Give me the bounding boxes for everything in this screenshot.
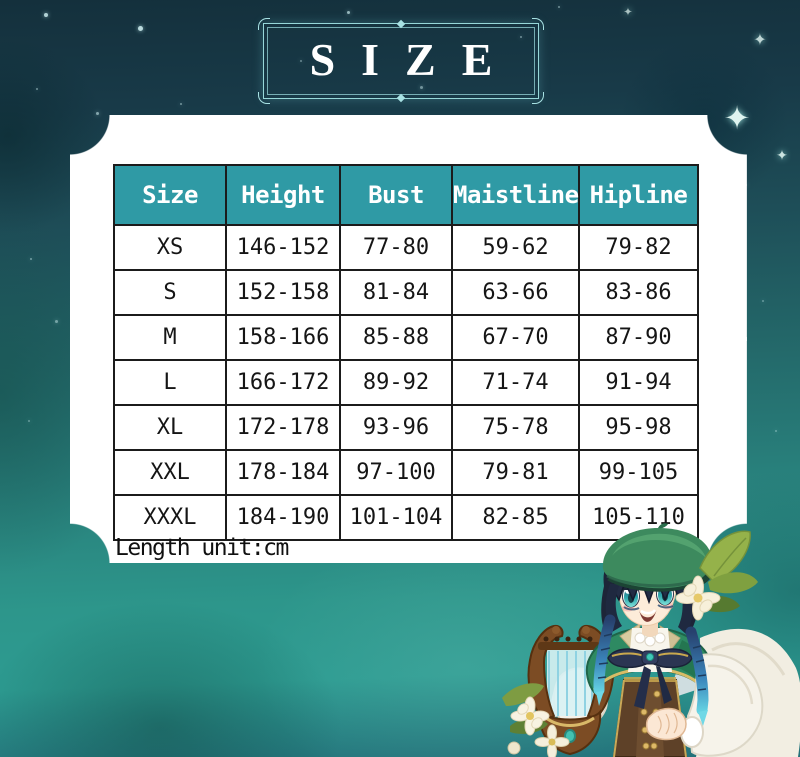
row-size-label: XS <box>113 224 227 271</box>
star-dot <box>558 6 560 8</box>
table-row: M 158-166 85-88 67-70 87-90 <box>113 314 699 361</box>
size-cell: 75-78 <box>451 404 580 451</box>
size-cell: 67-70 <box>451 314 580 361</box>
table-row: XL 172-178 93-96 75-78 95-98 <box>113 404 699 451</box>
size-chart-table: Size Height Bust Maistline Hipline XS 14… <box>113 164 699 541</box>
character-illustration <box>502 523 800 757</box>
size-cell: 97-100 <box>339 449 453 496</box>
character-bow <box>607 648 693 709</box>
size-cell: 146-152 <box>225 224 341 271</box>
length-unit-note: Length unit:cm <box>115 535 289 561</box>
sparkle-icon: ✦ <box>623 5 633 19</box>
size-cell: 95-98 <box>578 404 699 451</box>
row-size-label: L <box>113 359 227 406</box>
star-dot <box>347 11 350 14</box>
table-row: L 166-172 89-92 71-74 91-94 <box>113 359 699 406</box>
star-dot <box>420 86 423 89</box>
table-row: XXXL 184-190 101-104 82-85 105-110 <box>113 494 699 541</box>
column-header-bust: Bust <box>339 164 453 226</box>
size-cell: 63-66 <box>451 269 580 316</box>
size-cell: 87-90 <box>578 314 699 361</box>
size-cell: 99-105 <box>578 449 699 496</box>
character-hat-flower <box>675 530 758 621</box>
row-size-label: M <box>113 314 227 361</box>
size-cell: 158-166 <box>225 314 341 361</box>
frame-corner-flourish <box>258 18 270 30</box>
size-cell: 89-92 <box>339 359 453 406</box>
size-cell: 172-178 <box>225 404 341 451</box>
column-header-waistline: Maistline <box>451 164 580 226</box>
size-cell: 184-190 <box>225 494 341 541</box>
character-braids <box>593 614 709 726</box>
column-header-height: Height <box>225 164 341 226</box>
size-cell: 101-104 <box>339 494 453 541</box>
star-dot <box>36 88 38 90</box>
star-dot <box>44 13 48 17</box>
sparkle-icon: ✦ <box>753 30 767 49</box>
row-size-label: S <box>113 269 227 316</box>
star-dot <box>180 103 182 105</box>
star-dot <box>96 112 99 115</box>
size-cell: 79-82 <box>578 224 699 271</box>
star-dot <box>762 300 764 302</box>
star-dot <box>138 26 143 31</box>
star-dot <box>520 36 522 38</box>
size-cell: 79-81 <box>451 449 580 496</box>
table-row: XXL 178-184 97-100 79-81 99-105 <box>113 449 699 496</box>
star-dot <box>775 430 777 432</box>
star-dot <box>55 320 58 323</box>
size-cell: 152-158 <box>225 269 341 316</box>
table-header-row: Size Height Bust Maistline Hipline <box>113 164 699 226</box>
size-chart-card: Size Height Bust Maistline Hipline XS 14… <box>70 115 747 563</box>
column-header-size: Size <box>113 164 227 226</box>
size-cell: 85-88 <box>339 314 453 361</box>
star-dot <box>30 258 32 260</box>
page-title: SIZE <box>309 34 519 85</box>
row-size-label: XL <box>113 404 227 451</box>
size-cell: 83-86 <box>578 269 699 316</box>
size-cell: 93-96 <box>339 404 453 451</box>
size-cell: 77-80 <box>339 224 453 271</box>
row-size-label: XXXL <box>113 494 227 541</box>
character-bottom-flowers <box>502 683 570 757</box>
star-dot <box>28 420 30 422</box>
row-size-label: XXL <box>113 449 227 496</box>
size-cell: 71-74 <box>451 359 580 406</box>
star-dot <box>300 60 302 62</box>
size-title-frame: SIZE <box>258 18 544 104</box>
size-cell: 82-85 <box>451 494 580 541</box>
table-row: S 152-158 81-84 63-66 83-86 <box>113 269 699 316</box>
character-lyre <box>527 624 615 756</box>
size-cell: 178-184 <box>225 449 341 496</box>
table-row: XS 146-152 77-80 59-62 79-82 <box>113 224 699 271</box>
size-cell: 59-62 <box>451 224 580 271</box>
size-cell: 81-84 <box>339 269 453 316</box>
sparkle-icon: ✦ <box>776 148 788 164</box>
size-cell: 91-94 <box>578 359 699 406</box>
size-cell: 166-172 <box>225 359 341 406</box>
column-header-hipline: Hipline <box>578 164 699 226</box>
